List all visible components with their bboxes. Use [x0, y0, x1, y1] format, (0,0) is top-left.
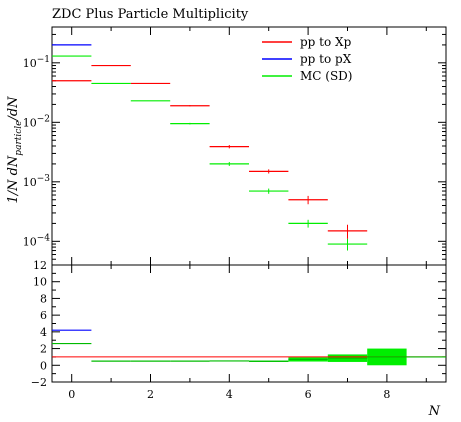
legend-entry-label: pp to Xp — [300, 35, 352, 49]
x-tick-label: 6 — [305, 388, 312, 401]
main-y-tick-label: 10−3 — [23, 174, 51, 189]
ratio-y-ticks: 12 10 8 6 4 2 0 −2 — [31, 259, 446, 389]
x-ticks: 0 2 4 6 8 — [68, 27, 427, 401]
main-y-tick-label: 10−2 — [23, 114, 50, 129]
main-y-tick-label: 10−4 — [23, 233, 51, 248]
x-tick-label: 2 — [147, 388, 154, 401]
legend-entry-label: pp to pX — [300, 52, 352, 66]
ratio-data-marks — [52, 329, 446, 362]
main-y-tick-label: 10−1 — [23, 55, 50, 70]
ratio-y-tick-label: 12 — [33, 259, 47, 272]
main-plot-frame — [51, 26, 447, 266]
main-data-marks — [52, 44, 368, 251]
ratio-y-tick-label: 8 — [40, 292, 47, 305]
main-y-ticks: 10−1 10−2 10−3 10−4 — [23, 26, 446, 266]
x-tick-label: 0 — [68, 388, 75, 401]
ratio-y-tick-label: 4 — [40, 326, 47, 339]
legend: pp to Xp pp to pX MC (SD) — [262, 35, 353, 83]
ratio-y-tick-label: 10 — [33, 276, 47, 289]
legend-entry-label: MC (SD) — [300, 69, 353, 83]
x-axis-label: N — [428, 404, 441, 419]
y-axis-label: 1/N dNparticle/dN — [6, 96, 24, 204]
chart-title: ZDC Plus Particle Multiplicity — [52, 7, 249, 22]
ratio-y-tick-label: −2 — [31, 376, 47, 389]
x-tick-label: 4 — [226, 388, 233, 401]
ratio-y-tick-label: 2 — [40, 343, 47, 356]
ratio-y-tick-label: 6 — [40, 309, 47, 322]
main-plot-border — [51, 26, 447, 266]
ratio-y-tick-label: 0 — [40, 359, 47, 372]
x-tick-label: 8 — [383, 388, 390, 401]
